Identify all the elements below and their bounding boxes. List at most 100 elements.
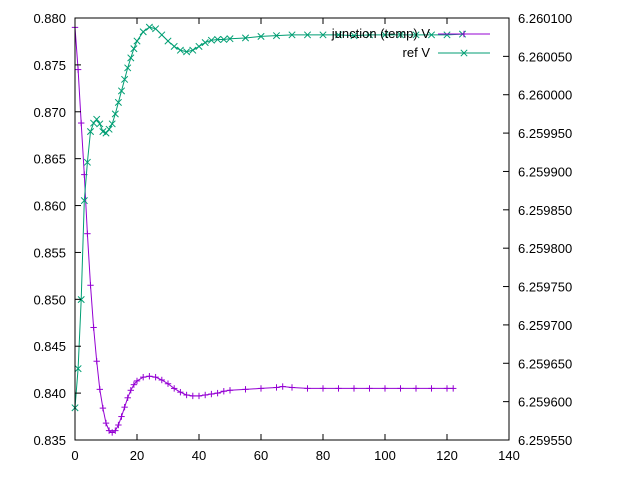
y-tick-label: 0.870: [33, 105, 66, 120]
data-point: [152, 25, 160, 33]
data-point: [99, 404, 107, 412]
data-point: [214, 389, 221, 397]
data-point: [158, 31, 166, 39]
y-tick-label: 0.865: [33, 152, 66, 167]
data-point: [226, 387, 234, 394]
data-point: [189, 392, 196, 400]
data-point: [350, 32, 358, 40]
data-point: [183, 391, 190, 399]
data-point: [93, 358, 100, 365]
y-tick-label: 0.835: [33, 433, 66, 448]
y2-tick-label: 6.260050: [518, 49, 572, 64]
series-layer: [71, 23, 467, 436]
x-tick-label: 20: [130, 448, 144, 463]
data-point: [117, 87, 126, 95]
data-point: [124, 64, 132, 72]
data-point: [257, 385, 265, 392]
data-point: [115, 421, 122, 429]
y2-tick-label: 6.259800: [518, 241, 572, 256]
data-point: [214, 35, 222, 44]
y-tick-label: 0.845: [33, 339, 66, 354]
data-point: [226, 35, 234, 43]
data-point: [164, 380, 172, 387]
data-point: [146, 373, 153, 380]
data-point: [427, 31, 436, 39]
data-point: [170, 42, 178, 50]
data-point: [279, 383, 286, 390]
data-point: [412, 31, 420, 39]
y-tick-label: 0.860: [33, 199, 66, 214]
x-tick-label: 40: [192, 448, 206, 463]
data-point: [78, 119, 85, 127]
data-point: [303, 31, 312, 39]
data-point: [127, 387, 134, 394]
y2-tick-label: 6.259650: [518, 356, 572, 371]
data-point: [105, 125, 113, 133]
data-point: [112, 427, 119, 434]
data-point: [220, 35, 228, 44]
data-point: [412, 385, 420, 392]
data-point: [273, 384, 280, 391]
data-point: [207, 36, 215, 44]
data-point: [87, 282, 94, 289]
data-point: [319, 385, 327, 392]
data-point: [443, 31, 451, 39]
y2-tick-label: 6.260000: [518, 88, 572, 103]
data-point: [272, 32, 281, 40]
data-point: [90, 119, 98, 127]
data-point: [80, 197, 88, 205]
legend: junction (temp) V ref V: [331, 26, 490, 60]
y-tick-label: 0.875: [33, 58, 66, 73]
data-point: [96, 386, 103, 393]
data-point: [158, 376, 165, 384]
x-tick-label: 120: [436, 448, 458, 463]
y-tick-label: 0.880: [33, 11, 66, 26]
data-point: [114, 98, 122, 106]
data-point: [443, 385, 451, 392]
data-point: [381, 31, 389, 39]
axes-layer: 0 20 40 60 80 100 120 140 0.835 0.840 0.845 0.850 0.…: [33, 11, 572, 463]
data-point: [208, 390, 215, 398]
y2-tick-label: 6.260100: [518, 11, 572, 26]
data-point: [241, 34, 250, 42]
y-tick-label: 0.840: [33, 386, 66, 401]
data-point: [164, 37, 172, 45]
data-point: [195, 42, 203, 50]
data-point: [133, 37, 141, 45]
data-point: [74, 66, 82, 73]
x-tick-label: 80: [316, 448, 330, 463]
data-point: [111, 110, 119, 118]
y2-tick-label: 6.259700: [518, 318, 572, 333]
data-point: [121, 75, 129, 83]
data-point: [288, 31, 296, 39]
data-point: [102, 129, 110, 137]
y2-tick-label: 6.259850: [518, 203, 572, 218]
data-point: [102, 419, 110, 427]
data-point: [121, 403, 128, 411]
data-point: [90, 324, 97, 331]
x-tick-label: 140: [498, 448, 520, 463]
data-point: [83, 158, 91, 166]
y2-tick-label: 6.259550: [518, 433, 572, 448]
data-point: [171, 385, 178, 392]
data-point: [396, 31, 405, 39]
legend-label-junction: junction (temp) V: [331, 26, 431, 41]
legend-marker: [460, 49, 468, 57]
data-point: [220, 388, 227, 395]
data-point: [366, 385, 373, 392]
data-point: [335, 385, 342, 392]
data-point: [108, 120, 116, 128]
data-point: [242, 386, 249, 393]
data-point: [365, 31, 374, 39]
data-point: [183, 48, 191, 56]
data-point: [139, 28, 147, 36]
data-point: [397, 385, 404, 392]
legend-label-ref: ref V: [403, 45, 431, 60]
y-tick-label: 0.850: [33, 292, 66, 307]
data-point: [177, 388, 184, 396]
data-point: [118, 413, 125, 420]
data-point: [140, 373, 147, 381]
y2-tick-label: 6.259900: [518, 164, 572, 179]
series-line-0: [74, 27, 454, 434]
